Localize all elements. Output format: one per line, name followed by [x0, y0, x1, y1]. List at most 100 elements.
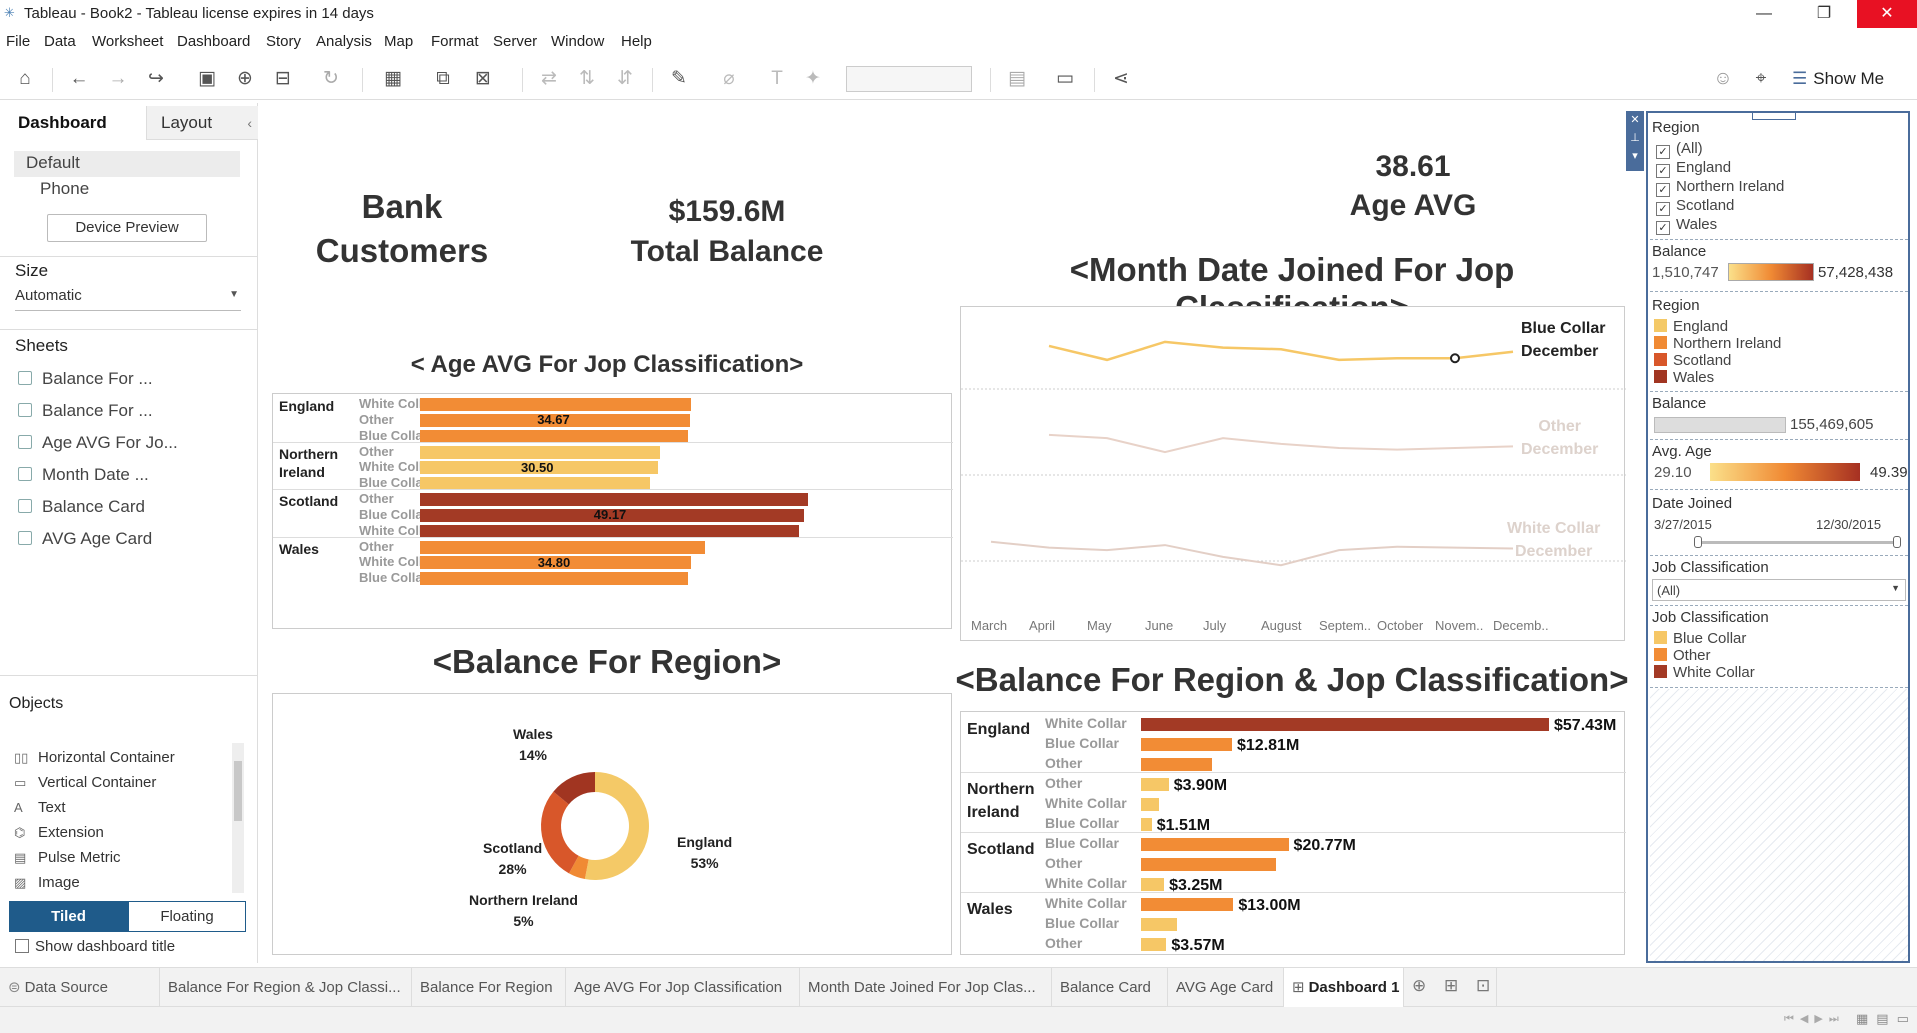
sheet-item[interactable]: Age AVG For Jo... — [18, 433, 178, 453]
age-bar[interactable] — [420, 477, 651, 491]
object-horizontal-container[interactable]: ▯▯ Horizontal Container — [14, 749, 175, 766]
donut-slice[interactable] — [541, 791, 579, 874]
tab-nav-arrows[interactable]: ⏮◀▶⏭ — [1784, 1013, 1845, 1025]
close-icon[interactable]: ✕ — [1857, 0, 1917, 28]
size-select[interactable]: Automatic ▼ — [15, 287, 241, 311]
home-icon[interactable]: ⌂ — [19, 68, 31, 89]
checkbox[interactable] — [15, 939, 29, 953]
series-line[interactable] — [1048, 433, 1514, 454]
menu-server[interactable]: Server — [493, 33, 538, 50]
menu-map[interactable]: Map — [384, 33, 414, 50]
age-bar[interactable] — [420, 556, 692, 570]
object-text[interactable]: A Text — [14, 799, 66, 816]
balance-bar[interactable] — [1141, 917, 1177, 931]
age-bar[interactable] — [420, 493, 809, 506]
series-line[interactable] — [1048, 340, 1514, 362]
balance-bar[interactable] — [1141, 737, 1232, 751]
pin-icon[interactable]: ⊥ — [1630, 132, 1640, 144]
menu-format[interactable]: Format — [431, 33, 479, 50]
redo-icon[interactable]: ↪ — [148, 68, 164, 89]
new-datasource-icon[interactable]: ⊕ — [237, 68, 253, 89]
object-extension[interactable]: ⌬ Extension — [14, 824, 104, 841]
balance-bar[interactable] — [1141, 898, 1234, 911]
presentation-icon[interactable]: ▭ — [1056, 68, 1074, 89]
legend-england[interactable]: England — [1654, 318, 1728, 335]
show-me-button[interactable]: ☰ Show Me — [1792, 66, 1884, 92]
tab-sheet[interactable]: Balance For Region — [412, 968, 566, 1008]
region-filter-ni[interactable]: ✓ Northern Ireland — [1656, 178, 1784, 197]
menu-window[interactable]: Window — [551, 33, 605, 50]
checkbox-checked[interactable]: ✓ — [1656, 221, 1670, 235]
series-line[interactable] — [990, 540, 1514, 567]
share-icon[interactable]: ⋖ — [1113, 68, 1129, 89]
balance-bar[interactable] — [1141, 757, 1213, 771]
balance-bar[interactable] — [1141, 718, 1549, 731]
pin-icon[interactable]: ✦ — [805, 68, 821, 89]
back-icon[interactable]: ← — [69, 68, 89, 89]
refresh-icon[interactable]: ↻ — [323, 68, 339, 89]
legend-scotland[interactable]: Scotland — [1654, 352, 1731, 369]
balance-bar[interactable] — [1141, 937, 1167, 951]
menu-dashboard[interactable]: Dashboard — [177, 33, 251, 50]
object-vertical-container[interactable]: ▭ Vertical Container — [14, 774, 156, 791]
new-worksheet-icon[interactable]: ⊕ — [1412, 976, 1427, 995]
date-slider-track[interactable] — [1698, 541, 1898, 544]
tab-sheet[interactable]: Month Date Joined For Jop Clas... — [800, 968, 1052, 1008]
sheet-item[interactable]: Balance For ... — [18, 369, 153, 389]
format-painter-icon[interactable]: ⌖ — [1755, 68, 1767, 89]
tab-dashboard-1[interactable]: ⊞ Dashboard 1 — [1284, 968, 1404, 1008]
tiled-button[interactable]: Tiled — [9, 901, 128, 932]
tab-sheet[interactable]: Balance Card — [1052, 968, 1168, 1008]
pause-updates-icon[interactable]: ⊟ — [275, 68, 291, 89]
balance-bar[interactable] — [1141, 857, 1276, 871]
balance-bar[interactable] — [1141, 838, 1289, 851]
menu-worksheet[interactable]: Worksheet — [92, 33, 164, 50]
tab-sheet[interactable]: AVG Age Card — [1168, 968, 1284, 1008]
sort-asc-icon[interactable]: ⇅ — [579, 68, 595, 89]
menu-file[interactable]: File — [6, 33, 31, 50]
tab-layout[interactable]: Layout ‹ — [146, 106, 258, 140]
sort-desc-icon[interactable]: ⇵ — [617, 68, 633, 89]
ask-data-icon[interactable]: ☺ — [1713, 68, 1733, 89]
float-controls[interactable]: ✕ ⊥ ▾ — [1626, 111, 1644, 171]
duplicate-icon[interactable]: ⧉ — [436, 68, 450, 89]
new-worksheet-icon[interactable]: ▦ — [384, 68, 402, 89]
region-filter-all[interactable]: ✓ (All) — [1656, 140, 1703, 159]
checkbox-checked[interactable]: ✓ — [1656, 164, 1670, 178]
balance-bar[interactable] — [1141, 778, 1169, 791]
age-bar[interactable] — [420, 445, 661, 459]
device-default[interactable] — [14, 151, 240, 177]
balance-bar[interactable] — [1141, 877, 1165, 891]
restore-icon[interactable]: ❐ — [1816, 5, 1832, 22]
object-image[interactable]: ▨ Image — [14, 874, 80, 891]
age-bar[interactable] — [420, 461, 658, 475]
highlight-point[interactable] — [1450, 353, 1460, 364]
legend-other[interactable]: Other — [1654, 647, 1711, 664]
age-bar[interactable] — [420, 413, 691, 427]
swap-icon[interactable]: ⇄ — [541, 68, 557, 89]
legend-white-collar[interactable]: White Collar — [1654, 664, 1755, 681]
objects-scrollbar[interactable] — [232, 743, 244, 893]
donut-slice[interactable] — [584, 772, 649, 880]
save-icon[interactable]: ▣ — [198, 68, 216, 89]
object-pulse-metric[interactable]: ▤ Pulse Metric — [14, 849, 121, 866]
collapse-icon[interactable]: ‹ — [247, 115, 252, 131]
device-preview-button[interactable]: Device Preview — [47, 214, 207, 242]
close-icon[interactable]: ✕ — [1630, 114, 1640, 126]
date-slider-handle-min[interactable] — [1694, 536, 1702, 548]
tab-dashboard[interactable]: Dashboard — [0, 106, 146, 140]
age-bar[interactable] — [420, 429, 689, 443]
new-story-icon[interactable]: ⊡ — [1476, 976, 1491, 995]
tab-sheet[interactable]: Age AVG For Jop Classification — [566, 968, 800, 1008]
legend-blue-collar[interactable]: Blue Collar — [1654, 630, 1746, 647]
age-bar[interactable] — [420, 540, 705, 554]
device-phone[interactable]: Phone — [40, 179, 90, 198]
balance-bar[interactable] — [1141, 797, 1160, 811]
show-cards-icon[interactable]: ▤ — [1008, 68, 1026, 89]
age-bar[interactable] — [420, 508, 804, 522]
show-title-checkbox[interactable]: Show dashboard title — [15, 938, 175, 955]
region-filter-scotland[interactable]: ✓ Scotland — [1656, 197, 1734, 216]
floating-button[interactable]: Floating — [128, 901, 246, 932]
tab-data-source[interactable]: ⊜ Data Source — [0, 968, 160, 1008]
tab-sheet[interactable]: Balance For Region & Jop Classi... — [160, 968, 412, 1008]
